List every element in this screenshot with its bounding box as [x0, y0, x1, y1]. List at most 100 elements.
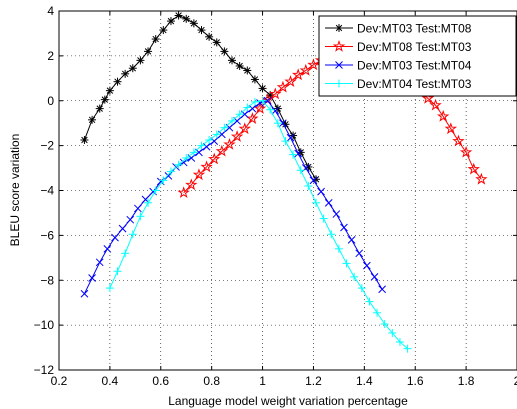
- data-point: [212, 130, 221, 139]
- data-point: [166, 17, 175, 26]
- data-point: [271, 106, 280, 115]
- data-point: [121, 69, 130, 78]
- data-point: [100, 95, 109, 104]
- legend-label: Dev:MT08 Test:MT03: [357, 40, 472, 54]
- data-point: [327, 230, 336, 239]
- y-tick-label: −6: [40, 228, 54, 242]
- data-point: [248, 104, 257, 113]
- data-point: [200, 160, 213, 173]
- data-point: [144, 198, 153, 207]
- data-point: [208, 152, 221, 165]
- series-4: [105, 96, 412, 353]
- data-point: [365, 297, 374, 306]
- data-point: [276, 80, 290, 93]
- data-point: [317, 187, 325, 196]
- data-point: [319, 214, 328, 223]
- data-point: [189, 19, 198, 28]
- data-point: [250, 97, 259, 106]
- y-axis-label: BLEU score variation: [8, 134, 22, 247]
- data-point: [304, 182, 313, 191]
- legend-entry: Dev:MT03 Test:MT08: [325, 22, 472, 36]
- data-point: [279, 119, 287, 128]
- data-point: [192, 168, 206, 181]
- data-point: [118, 224, 127, 233]
- data-point: [88, 274, 96, 282]
- data-point: [212, 38, 221, 47]
- data-point: [273, 119, 282, 128]
- data-point: [324, 198, 333, 207]
- data-point: [126, 215, 135, 224]
- data-point: [151, 35, 160, 44]
- data-point: [128, 64, 137, 73]
- data-point: [335, 79, 343, 88]
- data-point: [258, 96, 267, 105]
- data-point: [220, 47, 229, 56]
- data-point: [263, 96, 272, 105]
- data-point: [80, 289, 89, 298]
- data-point: [166, 167, 175, 176]
- data-point: [215, 144, 229, 157]
- data-point: [136, 56, 145, 65]
- data-point: [177, 186, 190, 199]
- data-point: [220, 123, 229, 132]
- x-tick-label: 0.2: [51, 374, 68, 388]
- data-point: [332, 39, 346, 52]
- data-point: [258, 84, 267, 93]
- y-tick-label: −10: [34, 318, 55, 332]
- data-point: [421, 91, 435, 104]
- data-point: [238, 122, 251, 135]
- axis-ticks: [58, 10, 517, 371]
- y-tick-label: 4: [47, 4, 54, 18]
- y-tick-label: −4: [40, 184, 54, 198]
- data-point: [459, 145, 473, 158]
- data-point: [159, 26, 168, 35]
- data-point: [269, 87, 282, 100]
- data-point: [444, 122, 458, 135]
- data-point: [103, 244, 112, 253]
- data-point: [307, 58, 320, 71]
- data-point: [380, 320, 389, 329]
- legend: Dev:MT03 Test:MT08 Dev:MT08 Test:MT03 Dev:…: [318, 15, 517, 97]
- legend-label: Dev:MT03 Test:MT08: [357, 22, 472, 36]
- data-point: [437, 109, 450, 122]
- data-point: [243, 66, 252, 75]
- data-point: [452, 134, 465, 147]
- data-point: [355, 249, 364, 258]
- data-point: [205, 136, 214, 145]
- data-point: [223, 137, 236, 150]
- x-tick-label: 2: [514, 374, 517, 388]
- data-point: [246, 112, 259, 124]
- data-point: [395, 337, 404, 346]
- data-point: [243, 103, 252, 112]
- data-point: [334, 244, 343, 253]
- data-point: [205, 32, 214, 41]
- x-tick-label: 1.2: [305, 374, 322, 388]
- data-point: [370, 273, 379, 281]
- x-tick-label: 0.8: [203, 374, 220, 388]
- data-point: [235, 110, 244, 119]
- y-tick-label: −8: [40, 273, 54, 287]
- x-tick-label: 0.4: [102, 374, 119, 388]
- data-point: [475, 172, 488, 185]
- data-point: [134, 204, 142, 213]
- data-point: [347, 236, 356, 244]
- series-line: [83, 100, 383, 294]
- data-point: [253, 102, 267, 114]
- data-point: [403, 344, 412, 353]
- data-point: [388, 328, 397, 337]
- data-point: [95, 104, 104, 113]
- data-point: [342, 259, 351, 268]
- data-point: [235, 61, 244, 70]
- data-point: [294, 149, 303, 158]
- data-point: [197, 141, 206, 150]
- data-point: [105, 284, 114, 293]
- data-point: [88, 115, 97, 124]
- axis-tick-labels: 0.2 0.4 0.6 0.8 1 1.2 1.4 1.6 1.8 2 −12 −10 −8 −6 −4 −2…: [34, 4, 517, 388]
- data-point: [363, 261, 371, 270]
- data-point: [281, 137, 290, 146]
- y-tick-label: 2: [47, 49, 54, 63]
- y-tick-label: −12: [34, 363, 55, 377]
- data-point: [467, 162, 480, 175]
- data-point: [261, 93, 274, 105]
- data-point: [136, 212, 145, 221]
